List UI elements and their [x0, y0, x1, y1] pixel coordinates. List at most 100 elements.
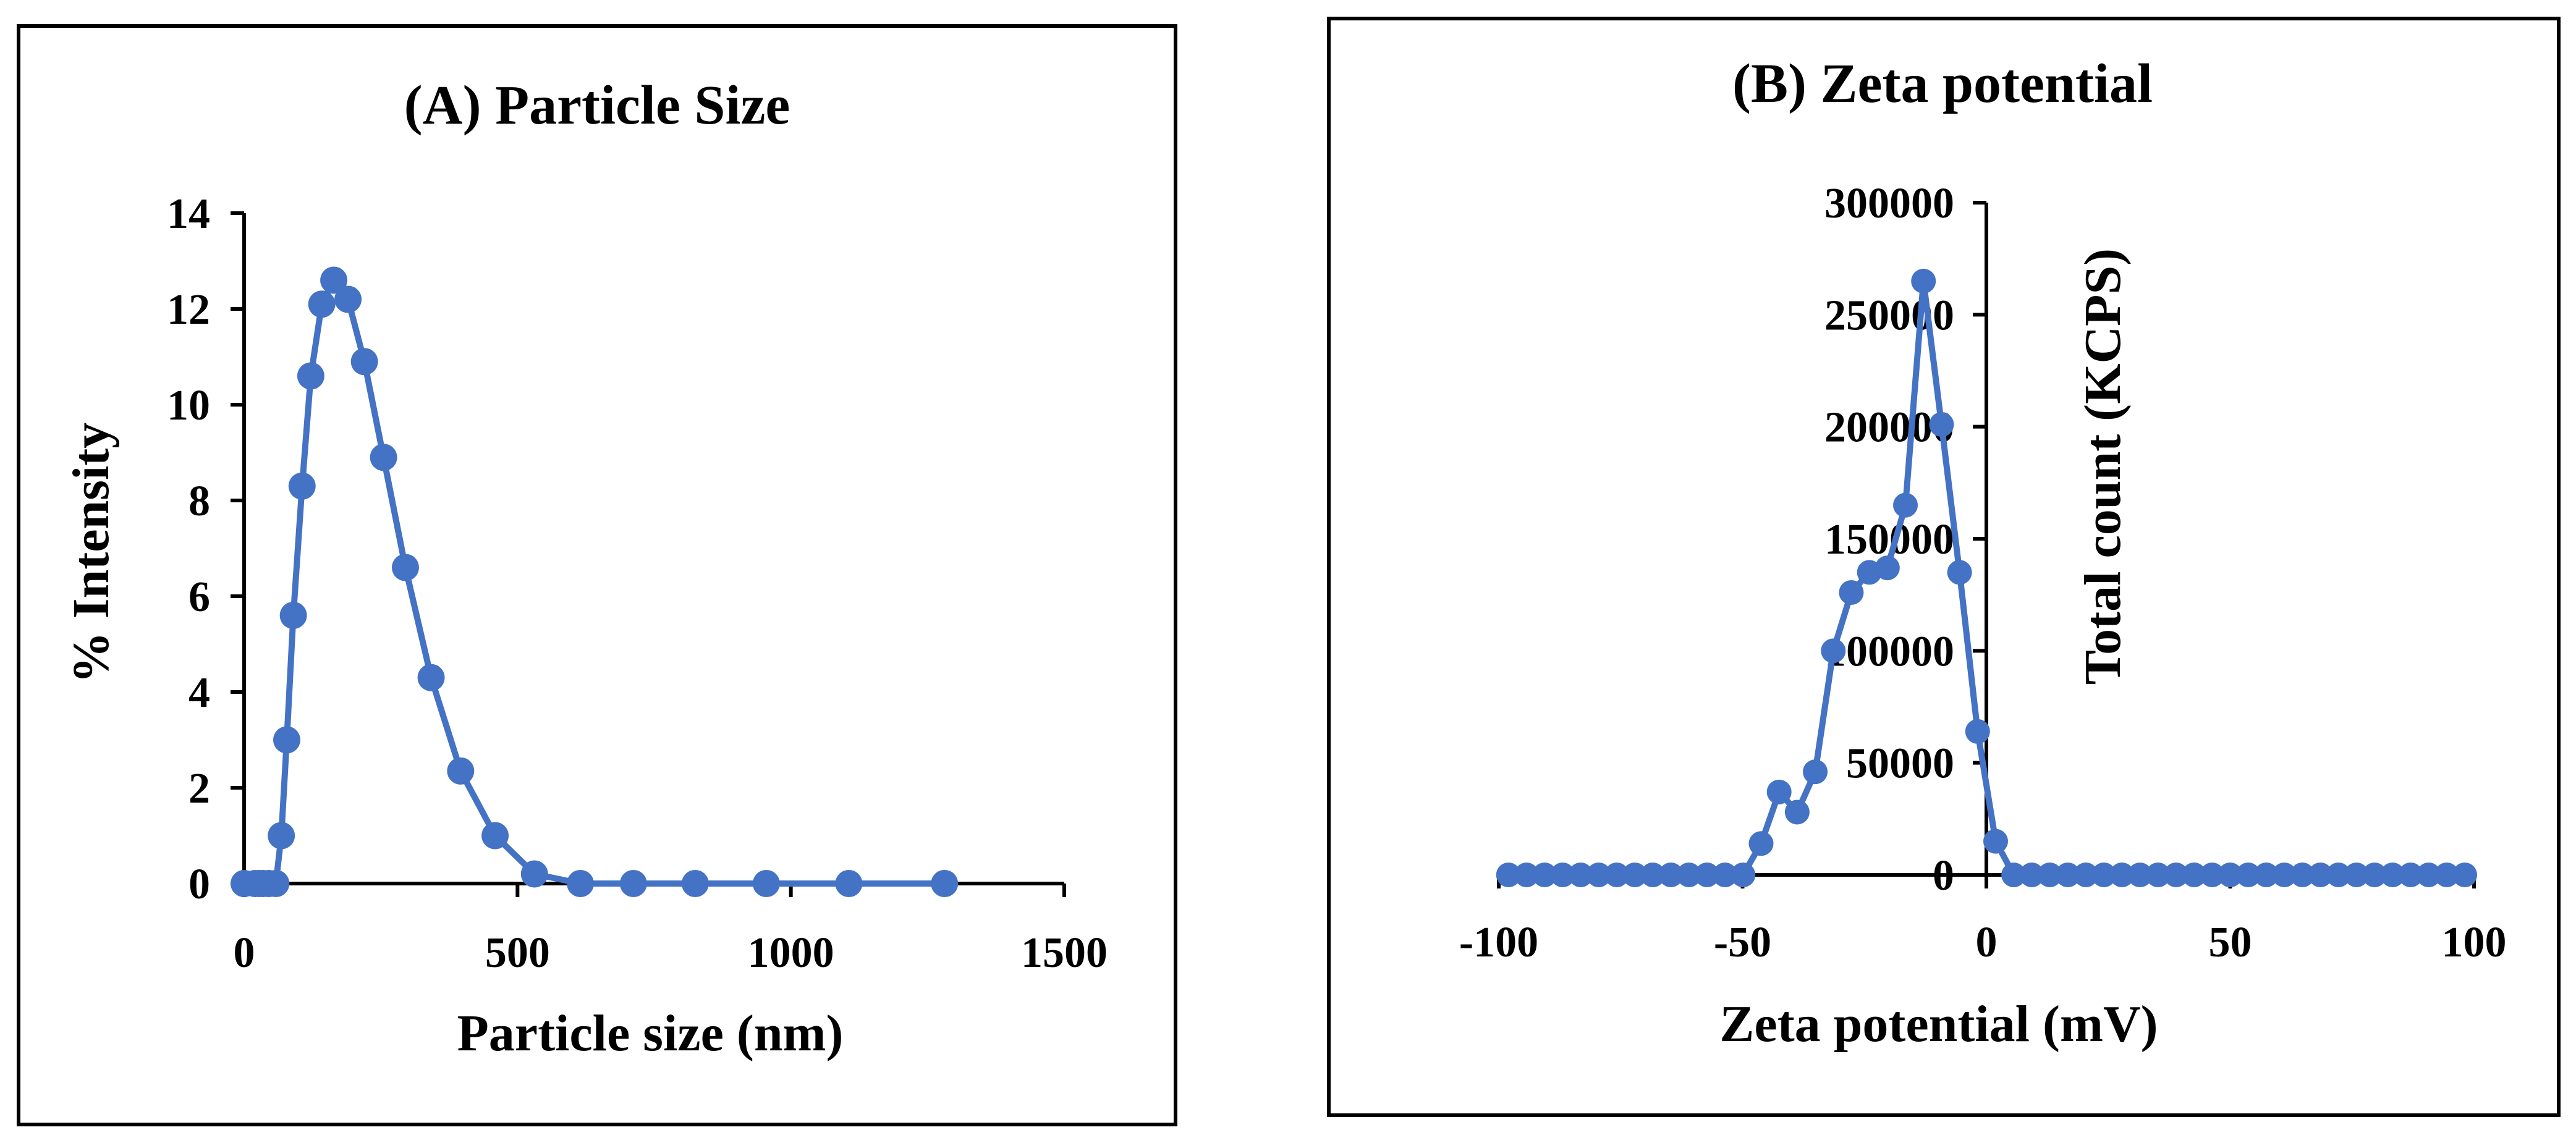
data-point-zeta-potential — [1911, 268, 1936, 293]
x-tick-label-zeta-potential: 0 — [1976, 919, 1998, 966]
series-particle-size — [231, 266, 959, 897]
data-point-zeta-potential — [2182, 863, 2207, 887]
data-point-particle-size — [447, 757, 475, 785]
data-point-zeta-potential — [1676, 863, 1701, 887]
data-point-zeta-potential — [1821, 638, 1846, 664]
data-point-zeta-potential — [1784, 800, 1810, 825]
data-point-zeta-potential — [2416, 863, 2441, 887]
data-point-particle-size — [288, 472, 316, 500]
y-tick-label-zeta-potential: 50000 — [1846, 740, 1954, 788]
data-point-zeta-potential — [2037, 863, 2062, 887]
data-point-zeta-potential — [2452, 863, 2478, 887]
x-tick-label-particle-size: 1500 — [1021, 929, 1108, 977]
y-tick-label-particle-size: 8 — [189, 478, 210, 525]
data-point-particle-size — [279, 602, 307, 629]
data-point-zeta-potential — [1947, 560, 1972, 585]
y-tick-label-zeta-potential: 250000 — [1824, 292, 1954, 339]
data-point-zeta-potential — [1929, 412, 1954, 437]
data-point-zeta-potential — [1893, 492, 1918, 518]
data-point-zeta-potential — [1658, 863, 1684, 887]
chart-title-zeta-potential: (B) Zeta potential — [1732, 53, 2153, 114]
data-point-zeta-potential — [1983, 829, 2008, 854]
data-point-zeta-potential — [1604, 863, 1629, 887]
panel-zeta-potential-border — [1327, 17, 2561, 1117]
y-tick-label-particle-size: 14 — [167, 190, 210, 238]
data-point-particle-size — [370, 444, 397, 471]
x-axis-label-zeta-potential: Zeta potential (mV) — [1719, 995, 2158, 1053]
data-point-particle-size — [262, 870, 290, 897]
x-tick-label-particle-size: 0 — [234, 929, 255, 977]
data-point-zeta-potential — [2055, 863, 2080, 887]
data-point-zeta-potential — [2434, 863, 2459, 887]
x-tick-label-zeta-potential: 100 — [2442, 919, 2507, 966]
data-point-zeta-potential — [1694, 863, 1719, 887]
data-point-zeta-potential — [1550, 863, 1575, 887]
data-point-particle-size — [520, 860, 548, 888]
panel-particle-size: (A) Particle Size Particle size (nm) % I… — [17, 24, 1177, 1126]
y-tick-label-particle-size: 6 — [189, 573, 210, 621]
data-point-zeta-potential — [1586, 863, 1611, 887]
data-point-particle-size — [334, 285, 362, 313]
data-point-zeta-potential — [2163, 863, 2188, 887]
data-point-zeta-potential — [1803, 759, 1828, 785]
data-point-zeta-potential — [1622, 863, 1648, 887]
series-zeta-potential — [1496, 268, 2478, 887]
data-point-zeta-potential — [1514, 863, 1539, 887]
data-point-zeta-potential — [2109, 863, 2135, 887]
data-point-zeta-potential — [2145, 863, 2171, 887]
data-point-zeta-potential — [2253, 863, 2279, 887]
x-tick-label-zeta-potential: -50 — [1714, 919, 1771, 966]
data-point-zeta-potential — [2218, 863, 2243, 887]
x-axis-label-particle-size: Particle size (nm) — [457, 1005, 843, 1062]
data-point-particle-size — [481, 822, 509, 850]
x-tick-label-particle-size: 1000 — [748, 929, 834, 977]
data-point-zeta-potential — [1839, 580, 1864, 605]
y-tick-label-zeta-potential: 0 — [1933, 852, 1954, 900]
x-tick-label-zeta-potential: -100 — [1459, 919, 1538, 966]
data-point-zeta-potential — [1568, 863, 1593, 887]
y-tick-label-zeta-potential: 100000 — [1824, 628, 1954, 675]
data-point-zeta-potential — [1532, 863, 1557, 887]
data-point-particle-size — [320, 266, 348, 294]
x-tick-label-zeta-potential: 50 — [2209, 919, 2252, 966]
data-point-particle-size — [752, 870, 780, 897]
panel-particle-size-border — [17, 24, 1177, 1126]
data-point-zeta-potential — [2019, 863, 2044, 887]
data-point-zeta-potential — [2272, 863, 2297, 887]
data-point-zeta-potential — [2380, 863, 2405, 887]
data-point-zeta-potential — [1748, 831, 1774, 856]
data-point-zeta-potential — [2290, 863, 2315, 887]
data-point-zeta-potential — [1766, 779, 1792, 804]
y-tick-label-zeta-potential: 300000 — [1824, 180, 1954, 227]
data-point-particle-size — [391, 554, 419, 581]
data-point-particle-size — [835, 870, 863, 897]
data-point-zeta-potential — [1496, 863, 1521, 887]
data-point-particle-size — [417, 664, 445, 691]
data-point-particle-size — [273, 726, 301, 754]
data-point-particle-size — [350, 348, 378, 376]
data-point-particle-size — [681, 870, 709, 897]
panel-zeta-potential: (B) Zeta potential Zeta potential (mV) T… — [1327, 17, 2561, 1117]
y-tick-label-particle-size: 10 — [167, 382, 210, 429]
y-axis-label-zeta-potential: Total count (KCPS) — [2074, 248, 2132, 685]
data-point-zeta-potential — [1640, 863, 1666, 887]
data-point-particle-size — [567, 870, 595, 897]
x-tick-label-particle-size: 500 — [485, 929, 550, 977]
data-point-zeta-potential — [2344, 863, 2369, 887]
data-point-particle-size — [297, 362, 324, 390]
y-tick-label-particle-size: 2 — [189, 765, 210, 812]
data-point-zeta-potential — [2073, 863, 2098, 887]
data-point-zeta-potential — [1875, 555, 1900, 581]
data-point-particle-size — [308, 290, 336, 318]
data-point-zeta-potential — [2200, 863, 2225, 887]
data-point-zeta-potential — [1731, 863, 1756, 887]
y-axis-label-particle-size: % Intensity — [62, 423, 120, 683]
data-point-particle-size — [619, 870, 647, 897]
data-point-zeta-potential — [2001, 863, 2027, 887]
data-point-zeta-potential — [2308, 863, 2333, 887]
data-point-zeta-potential — [1965, 719, 1990, 744]
ticks-zeta-potential: -100 -50 0 50 100050000100000150000200000250… — [1459, 180, 2507, 966]
data-point-zeta-potential — [2362, 863, 2387, 887]
data-point-zeta-potential — [1713, 863, 1738, 887]
